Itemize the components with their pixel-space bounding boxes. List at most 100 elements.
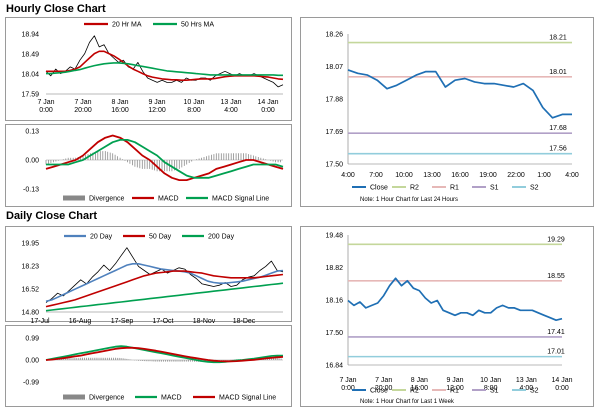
hourly-macd-series-macd: [45, 134, 284, 181]
daily-section-title: Daily Close Chart: [6, 210, 98, 222]
daily-week-ytick-4: 16.84: [325, 362, 343, 369]
hourly-24h-panel: [300, 17, 594, 207]
daily-price-ytick-1: 18.23: [21, 263, 39, 270]
hourly-24h-legend-s2-label: S2: [530, 184, 539, 191]
daily-week-level-r1-value: 18.55: [547, 273, 565, 280]
daily-week-ytick-2: 18.16: [325, 297, 343, 304]
hourly-24h-xtick-6: 22:00: [507, 172, 525, 179]
daily-price-ytick-2: 16.52: [21, 286, 39, 293]
hourly-macd-ytick-1: 0.00: [25, 157, 39, 164]
daily-week-xtick-1: 7 Jan: [375, 377, 392, 384]
daily-price-series-200-day: [45, 282, 284, 312]
hourly-macd-legend-macd-label: MACD: [158, 195, 179, 202]
daily-legend-50day-label: 50 Day: [149, 233, 172, 240]
daily-macd-legend-divergence-swatch: [63, 394, 85, 400]
daily-week-level-s1-value: 17.41: [547, 329, 565, 336]
daily-week-xtick-5-b: 4:00: [520, 385, 534, 392]
hourly-24h-xtick-2: 10:00: [395, 172, 413, 179]
hourly-macd-panel: [5, 124, 292, 207]
hourly-price-xtick-3: 9 Jan: [148, 99, 165, 106]
daily-legend-200day-label: 200 Day: [208, 233, 235, 240]
daily-price-xtick-5: 18-Dec: [233, 318, 256, 325]
daily-week-xtick-0: 7 Jan: [339, 377, 356, 384]
hourly-price-ytick-0: 17.59: [21, 91, 39, 98]
daily-week-level-r2-value: 19.29: [547, 236, 565, 243]
hourly-price-xtick-5-b: 4:00: [224, 107, 238, 114]
hourly-24h-legend-r2-label: R2: [410, 184, 419, 191]
daily-price-series-50-day: [45, 270, 284, 308]
hourly-24h-legend-r1-label: R1: [450, 184, 459, 191]
hourly-price-ytick-2: 18.49: [21, 51, 39, 58]
hourly-24h-xtick-5: 19:00: [479, 172, 497, 179]
daily-week-xtick-6: 14 Jan: [551, 377, 572, 384]
hourly-price-ytick-1: 18.04: [21, 71, 39, 78]
hourly-macd-legend-divergence-swatch: [63, 195, 85, 201]
hourly-macd-series-macd-signal-line: [46, 139, 284, 179]
daily-week-xtick-5: 13 Jan: [516, 377, 537, 384]
hourly-24h-xtick-3: 13:00: [423, 172, 441, 179]
hourly-price-xtick-4-b: 8:00: [187, 107, 201, 114]
hourly-price-xtick-0-b: 0:00: [39, 107, 53, 114]
hourly-24h-xtick-0: 4:00: [341, 172, 355, 179]
hourly-24h-ytick-2: 17.88: [325, 96, 343, 103]
daily-week-note: Note: 1 Hour Chart for Last 1 Week: [360, 399, 455, 405]
daily-week-xtick-2-b: 16:00: [411, 385, 429, 392]
hourly-section-title: Hourly Close Chart: [6, 3, 106, 15]
hourly-24h-level-r2-value: 18.21: [549, 35, 567, 42]
daily-macd-legend-macd-label: MACD: [161, 394, 182, 401]
daily-week-level-s2-value: 17.01: [547, 349, 565, 356]
daily-macd-ytick-0: 0.99: [25, 335, 39, 342]
daily-price-series-close: [45, 247, 284, 303]
hourly-24h-level-s1-value: 17.68: [549, 125, 567, 132]
hourly-macd-ytick-0: 0.13: [25, 128, 39, 135]
daily-price-xtick-1: 16-Aug: [69, 318, 92, 325]
hourly-24h-xtick-8: 4:00: [565, 172, 579, 179]
daily-week-legend-r1-label: R1: [450, 387, 459, 394]
daily-week-xtick-2: 8 Jan: [411, 377, 428, 384]
hourly-price-xtick-1: 7 Jan: [74, 99, 91, 106]
hourly-24h-level-s2-value: 17.56: [549, 146, 567, 153]
hourly-macd-legend-signal-label: MACD Signal Line: [212, 195, 269, 202]
hourly-macd-legend-divergence-label: Divergence: [89, 195, 125, 202]
daily-week-xtick-4-b: 8:00: [484, 385, 498, 392]
daily-week-xtick-6-b: 0:00: [555, 385, 569, 392]
daily-week-ytick-0: 19.48: [325, 232, 343, 239]
hourly-price-xtick-4: 10 Jan: [183, 99, 204, 106]
daily-price-panel: [5, 226, 292, 322]
daily-week-xtick-3: 9 Jan: [446, 377, 463, 384]
hourly-24h-ytick-0: 18.26: [325, 31, 343, 38]
daily-macd-series-macd-signal-line: [45, 346, 284, 363]
daily-macd-legend-signal-label: MACD Signal Line: [219, 394, 276, 401]
hourly-24h-note: Note: 1 Hour Chart for Last 24 Hours: [360, 197, 458, 203]
hourly-price-xtick-2-b: 16:00: [111, 107, 129, 114]
daily-macd-ytick-2: -0.99: [23, 379, 39, 386]
daily-price-xtick-3: 17-Oct: [152, 318, 173, 325]
daily-week-ytick-3: 17.50: [325, 330, 343, 337]
hourly-price-panel: [5, 17, 292, 121]
daily-week-legend-s2-label: S2: [530, 387, 539, 394]
hourly-price-series-50-hrs-ma: [46, 62, 283, 77]
hourly-legend-20hr-label: 20 Hr MA: [112, 21, 142, 28]
hourly-24h-ytick-1: 18.07: [325, 64, 343, 71]
daily-week-xtick-3-b: 12:00: [446, 385, 464, 392]
hourly-24h-xtick-1: 7:00: [369, 172, 383, 179]
hourly-price-series-20-hr-ma: [46, 50, 284, 81]
hourly-legend-50hr-label: 50 Hrs MA: [181, 21, 214, 28]
hourly-24h-ytick-4: 17.50: [325, 161, 343, 168]
daily-price-xtick-0: 17-Jul: [30, 318, 50, 325]
hourly-24h-legend-s1-label: S1: [490, 184, 499, 191]
hourly-price-xtick-3-b: 12:00: [148, 107, 166, 114]
daily-week-series-close: [347, 277, 563, 322]
daily-macd-panel: [5, 325, 292, 407]
daily-macd-ytick-1: 0.00: [25, 357, 39, 364]
hourly-price-xtick-0: 7 Jan: [37, 99, 54, 106]
hourly-24h-xtick-4: 16:00: [451, 172, 469, 179]
hourly-24h-ytick-3: 17.69: [325, 129, 343, 136]
daily-price-xtick-4: 18-Nov: [193, 318, 216, 325]
hourly-24h-xtick-7: 1:00: [537, 172, 551, 179]
daily-price-ytick-3: 14.80: [21, 309, 39, 316]
hourly-price-xtick-6: 14 Jan: [257, 99, 278, 106]
daily-price-xtick-2: 17-Sep: [111, 318, 134, 325]
daily-week-legend-r2-label: R2: [410, 387, 419, 394]
daily-week-xtick-4: 10 Jan: [480, 377, 501, 384]
